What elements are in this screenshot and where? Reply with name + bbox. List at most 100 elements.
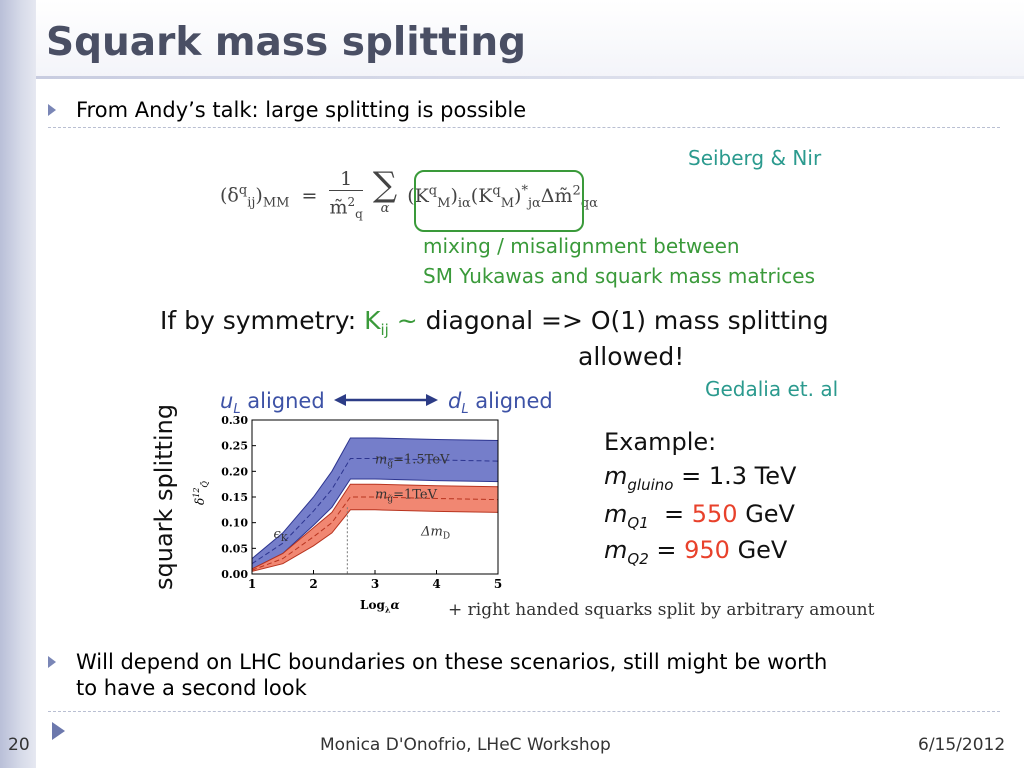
formula-fraction: 1 m̃2q: [329, 168, 363, 225]
uL-aligned-label: uL aligned: [220, 389, 325, 417]
uL-sub: L: [233, 402, 241, 418]
xlabel-rest: α: [390, 598, 400, 612]
footer-arrow-icon: [52, 722, 65, 740]
term1-base: (K: [407, 184, 429, 207]
symmetry-k: K: [364, 306, 381, 335]
mq2-eq: =: [648, 536, 685, 564]
x-tick-label: 5: [494, 577, 502, 591]
formula-tail: Δm̃2qα: [540, 183, 598, 211]
term2-idx: jα: [527, 195, 541, 211]
term1-rest: ): [450, 184, 458, 207]
y-tick-label: 0.10: [221, 517, 248, 530]
fraction-numerator: 1: [329, 168, 363, 191]
bullet-text-2-line2: to have a second look: [76, 676, 307, 700]
symmetry-line2: allowed!: [578, 342, 685, 371]
example-gluino: mgluino = 1.3 TeV: [604, 462, 796, 494]
formula-term1: (KqM)iα: [407, 183, 471, 211]
fraction-den-sup: 2: [347, 195, 356, 209]
term1-sub: M: [437, 195, 451, 211]
dmD-label: ΔmD: [420, 525, 450, 542]
tail-base: Δm̃: [540, 184, 573, 207]
uL-symbol: u: [220, 389, 234, 413]
symmetry-prefix: If by symmetry:: [160, 306, 365, 335]
mq2-m: m: [604, 536, 628, 564]
chart-ylabel-small: δ12Q̃: [192, 481, 209, 505]
sum-index: α: [380, 200, 390, 216]
y-tick-label: 0.05: [221, 542, 248, 555]
y-tick-label: 0.20: [221, 465, 248, 478]
x-tick-label: 2: [309, 577, 317, 591]
mq1-m: m: [604, 500, 628, 528]
gluino-m: m: [604, 462, 628, 490]
left-decorative-band: [0, 0, 36, 768]
formula-equals: =: [301, 184, 318, 207]
formula-lhs-sub: ij: [247, 195, 256, 211]
fraction-denominator: m̃2q: [329, 191, 362, 225]
dL-sub: L: [461, 402, 469, 418]
y-tick-label: 0.15: [221, 491, 248, 504]
term2-base: (K: [470, 184, 493, 207]
dL-aligned-label: dL aligned: [448, 389, 553, 417]
gluino-sub: gluino: [627, 475, 674, 494]
mq2-num: 950: [684, 536, 730, 564]
divider-2: [48, 711, 1000, 712]
bullet-text-1: From Andy’s talk: large splitting is pos…: [76, 98, 527, 122]
epsK-label: ϵK: [274, 527, 288, 544]
term1-idx: iα: [457, 195, 471, 211]
bullet-arrow-icon: [48, 104, 56, 116]
title-bar: [36, 0, 1024, 78]
mq2-unit: GeV: [729, 536, 788, 564]
mq1-sub: Q1: [627, 513, 649, 532]
example-heading: Example:: [604, 428, 717, 456]
symmetry-statement: If by symmetry: Kij ~ diagonal => O(1) m…: [160, 306, 829, 339]
footer-center: Monica D'Onofrio, LHeC Workshop: [320, 735, 611, 755]
footer-date: 6/15/2012: [918, 735, 1006, 755]
formula-lhs-sup: q: [238, 183, 248, 199]
tail-sup: 2: [572, 183, 581, 199]
gluino-val: = 1.3 TeV: [673, 462, 797, 490]
term2-rest: ): [514, 184, 522, 207]
y-tick-label: 0.00: [221, 568, 248, 581]
squark-splitting-chart: 1 2 3 4 5 0.00 0.05 0.10 0.15 0.20 0.25 0.30 mg̃=1.5…: [221, 414, 502, 591]
example-mq2: mQ2 = 950 GeV: [604, 536, 787, 568]
band-2-central-line: [251, 496, 499, 571]
mixing-note-line2: SM Yukawas and squark mass matrices: [423, 264, 815, 288]
x-tick-label: 1: [248, 577, 256, 591]
title-underline: [36, 76, 1024, 79]
uL-rest: aligned: [240, 389, 325, 413]
x-tick-label: 4: [432, 577, 440, 591]
mq2-sub: Q2: [627, 549, 649, 568]
formula-lhs: (δ: [220, 184, 239, 207]
dL-symbol: d: [448, 389, 462, 413]
footer-page-number: 20: [8, 735, 30, 755]
term1-sup: q: [428, 183, 438, 199]
figure-ylabel-big: squark splitting: [150, 403, 178, 590]
example-mq1: mQ1 = 550 GeV: [604, 500, 795, 532]
citation-seiberg-nir: Seiberg & Nir: [688, 146, 822, 170]
term2-sup: q: [492, 183, 501, 199]
term2-sub: M: [500, 195, 515, 211]
x-tick-label: 3: [371, 577, 379, 591]
highlight-box: [414, 170, 584, 232]
ylabel-small-sub: Q̃: [200, 481, 210, 488]
band-1-central-line: [251, 458, 499, 565]
upper-band-label: mg̃=1.5TeV: [375, 453, 450, 470]
xlabel-sub: λ: [384, 604, 391, 615]
formula-lhs-rest: ): [255, 184, 263, 207]
symmetry-rest: diagonal => O(1) mass splitting: [417, 306, 829, 335]
figure-caption: + right handed squarks split by arbitrar…: [448, 600, 875, 620]
sum-symbol: ∑: [372, 164, 398, 205]
citation-gedalia: Gedalia et. al: [705, 377, 839, 401]
formula-term2: (KqM)*jα: [470, 183, 541, 211]
formula-lhs-index: MM: [262, 195, 290, 211]
y-tick-label: 0.30: [221, 414, 248, 427]
mixing-note-line1: mixing / misalignment between: [423, 234, 740, 258]
tail-sub: qα: [580, 195, 598, 211]
divider-1: [48, 127, 1000, 128]
mq1-eq: =: [648, 500, 692, 528]
formula-sum: ∑ α: [372, 164, 398, 221]
mq1-num: 550: [691, 500, 738, 528]
ylabel-small-sup: 12: [192, 487, 201, 498]
term2-star: *: [521, 183, 528, 199]
symmetry-tilde: ~: [388, 306, 418, 335]
